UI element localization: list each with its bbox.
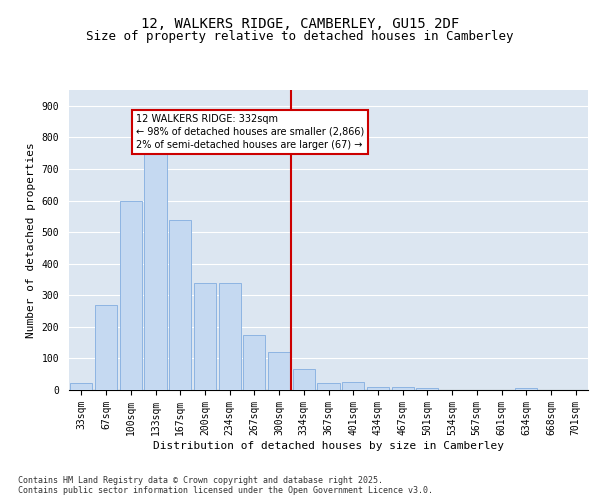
Text: Size of property relative to detached houses in Camberley: Size of property relative to detached ho…	[86, 30, 514, 43]
Bar	[243, 334, 265, 390]
Bar	[145, 154, 167, 390]
Bar	[342, 382, 364, 390]
Bar	[416, 388, 439, 390]
Bar	[218, 284, 241, 390]
Bar	[392, 387, 414, 390]
Bar	[367, 387, 389, 390]
Bar	[95, 304, 117, 390]
Bar	[293, 370, 315, 390]
Bar	[268, 352, 290, 390]
Text: Contains HM Land Registry data © Crown copyright and database right 2025.
Contai: Contains HM Land Registry data © Crown c…	[18, 476, 433, 495]
X-axis label: Distribution of detached houses by size in Camberley: Distribution of detached houses by size …	[153, 440, 504, 450]
Text: 12, WALKERS RIDGE, CAMBERLEY, GU15 2DF: 12, WALKERS RIDGE, CAMBERLEY, GU15 2DF	[141, 18, 459, 32]
Bar	[515, 388, 538, 390]
Bar	[317, 383, 340, 390]
Bar	[119, 201, 142, 390]
Bar	[70, 383, 92, 390]
Y-axis label: Number of detached properties: Number of detached properties	[26, 142, 36, 338]
Bar	[169, 220, 191, 390]
Text: 12 WALKERS RIDGE: 332sqm
← 98% of detached houses are smaller (2,866)
2% of semi: 12 WALKERS RIDGE: 332sqm ← 98% of detach…	[136, 114, 364, 150]
Bar	[194, 284, 216, 390]
